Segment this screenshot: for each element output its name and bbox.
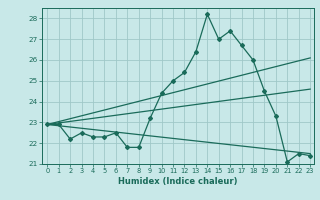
X-axis label: Humidex (Indice chaleur): Humidex (Indice chaleur) xyxy=(118,177,237,186)
